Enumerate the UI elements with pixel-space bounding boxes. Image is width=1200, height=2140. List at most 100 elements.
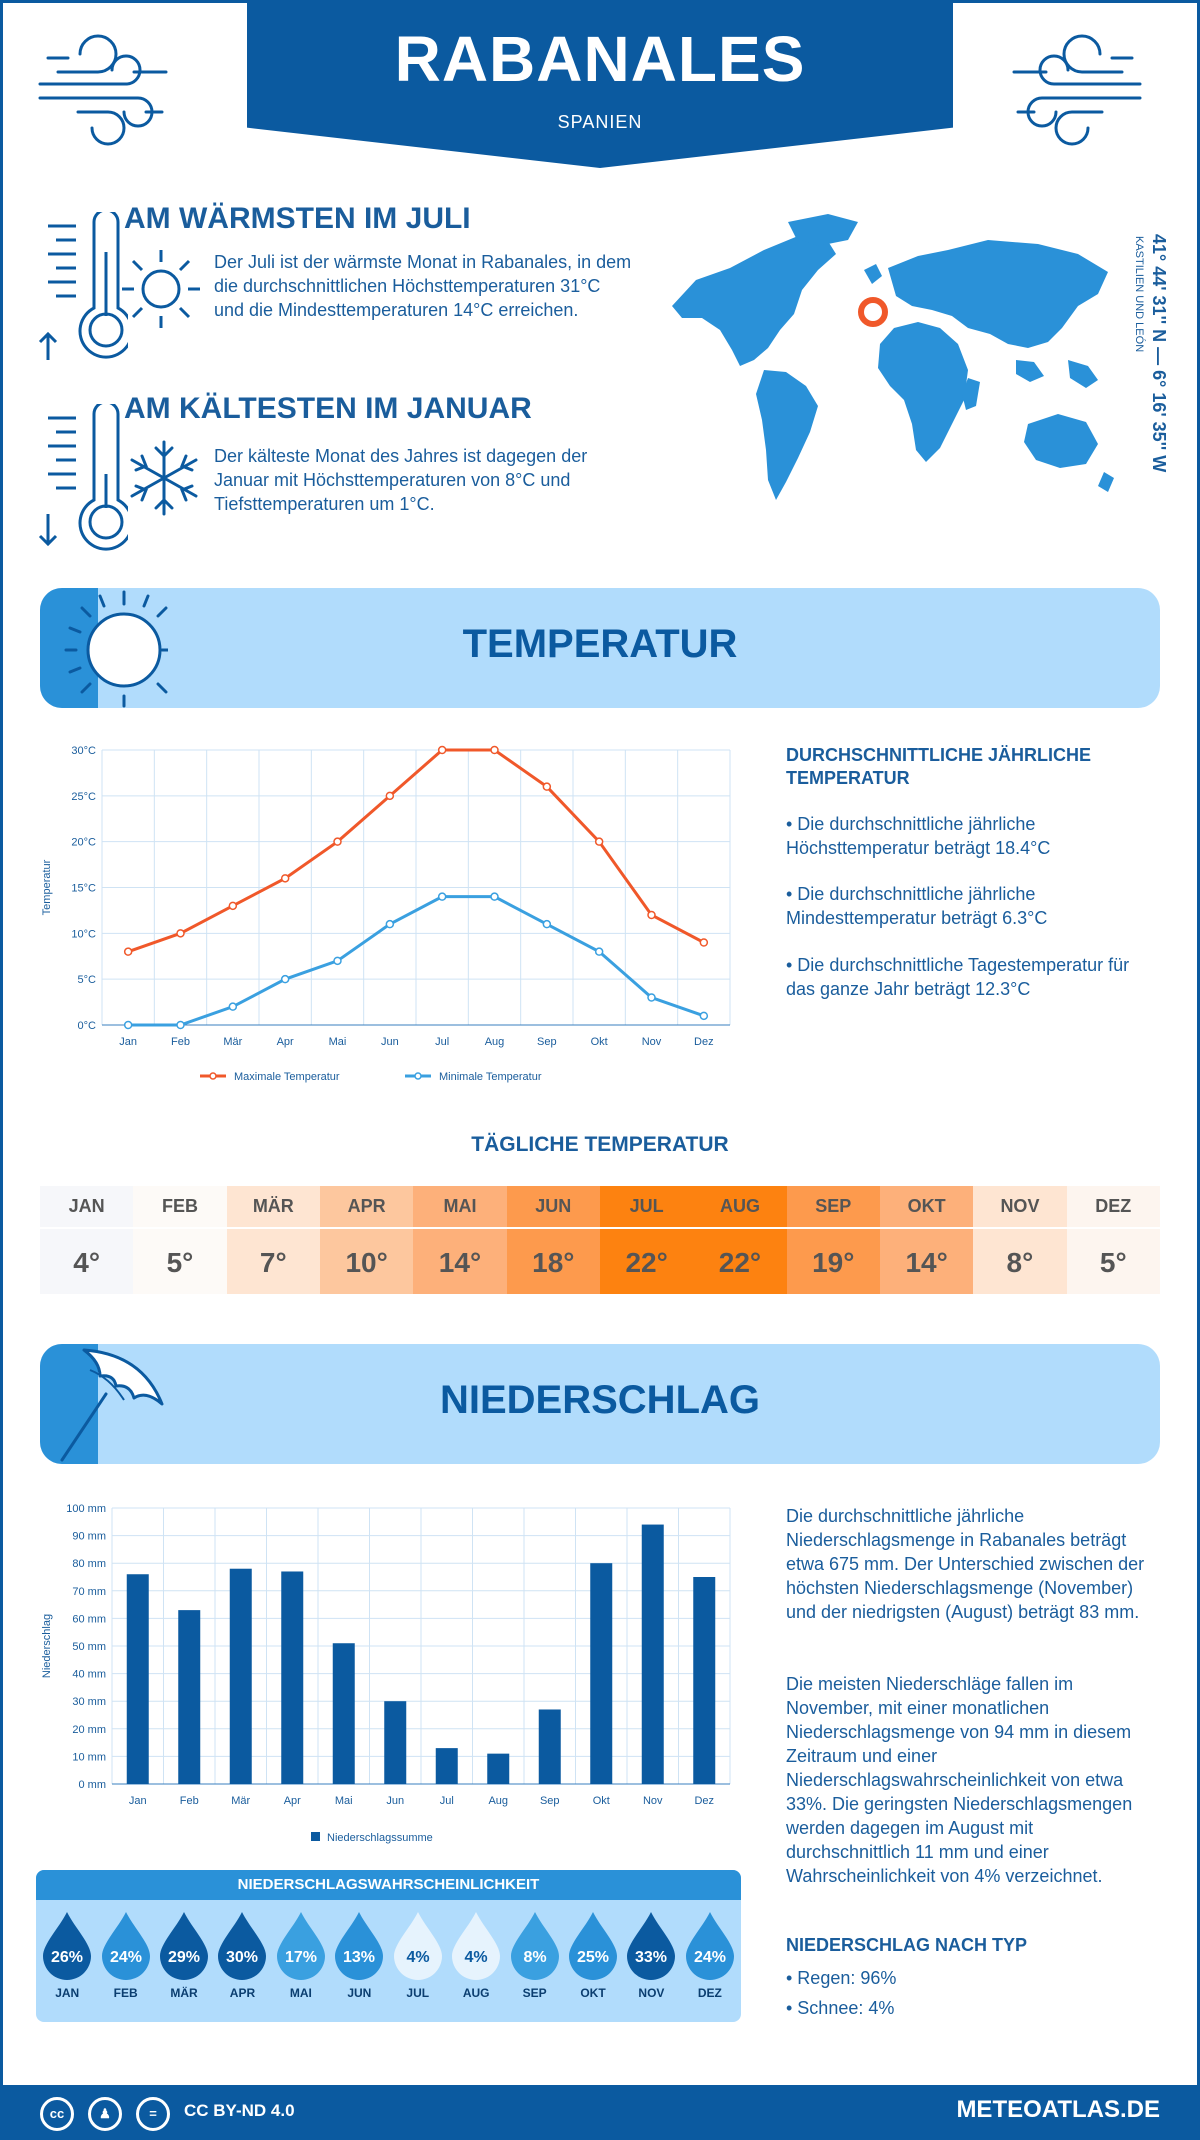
precipitation-bar bbox=[229, 1568, 252, 1784]
warmest-title: AM WÄRMSTEN IM JULI bbox=[124, 202, 471, 235]
data-point bbox=[385, 791, 395, 801]
daily-month-label: APR bbox=[347, 1196, 386, 1216]
daily-temperature-cell: FEB 5° bbox=[133, 1186, 227, 1294]
probability-item: 25% OKT bbox=[564, 1900, 622, 2000]
y-tick-label: 25°C bbox=[71, 791, 96, 803]
precipitation-bar bbox=[487, 1753, 510, 1784]
probability-item: 29% MÄR bbox=[155, 1900, 213, 2000]
data-point bbox=[228, 1002, 238, 1011]
probability-item: 24% DEZ bbox=[681, 1900, 739, 2000]
x-tick-label: Dez bbox=[694, 1036, 714, 1048]
daily-temperature-cell: AUG 22° bbox=[693, 1186, 787, 1296]
data-point bbox=[490, 892, 499, 901]
temperature-banner-title: TEMPERATUR bbox=[462, 622, 738, 666]
x-tick-label: Okt bbox=[593, 1795, 610, 1807]
x-tick-label: Okt bbox=[591, 1036, 608, 1048]
probability-item: 24% FEB bbox=[96, 1900, 154, 2000]
location-marker bbox=[858, 297, 888, 327]
daily-month-label: MAI bbox=[443, 1196, 477, 1216]
probability-item: 26% JAN bbox=[38, 1900, 96, 2000]
precipitation-bar bbox=[590, 1563, 613, 1784]
daily-temperature-cell: DEZ 5° bbox=[1066, 1186, 1160, 1296]
x-tick-label: Jul bbox=[435, 1036, 449, 1048]
probability-item: 30% APR bbox=[213, 1900, 271, 2000]
data-point bbox=[123, 947, 133, 956]
probability-month: JUL bbox=[406, 1986, 430, 2000]
probability-value: 24% bbox=[110, 1949, 142, 1966]
x-tick-label: Sep bbox=[540, 1795, 560, 1807]
data-point bbox=[542, 919, 552, 929]
x-tick-label: Mär bbox=[223, 1036, 242, 1048]
equals-icon: = bbox=[136, 2097, 170, 2131]
annual-mean-bullet: • Die durchschnittliche Tagestemperatur … bbox=[786, 955, 1130, 999]
probability-value: 26% bbox=[51, 1949, 83, 1966]
coldest-title: AM KÄLTESTEN IM JANUAR bbox=[124, 392, 532, 425]
y-tick-label: 80 mm bbox=[72, 1558, 106, 1570]
x-tick-label: Feb bbox=[171, 1036, 190, 1048]
brand-link[interactable]: METEOATLAS.DE bbox=[956, 2096, 1160, 2123]
sun-icon bbox=[122, 250, 200, 328]
x-tick-label: Mär bbox=[231, 1795, 250, 1807]
series-line bbox=[128, 895, 705, 1027]
daily-temperature-cell: JUL 22° bbox=[599, 1186, 694, 1296]
precipitation-banner-title: NIEDERSCHLAG bbox=[439, 1378, 761, 1422]
x-tick-label: Mai bbox=[335, 1795, 353, 1807]
data-point bbox=[437, 892, 447, 901]
x-tick-label: Sep bbox=[537, 1036, 557, 1048]
daily-temperature-value: 22° bbox=[599, 1227, 694, 1296]
data-point bbox=[647, 993, 656, 1002]
raindrop-icon: 26% bbox=[43, 1912, 92, 1980]
y-tick-label: 10 mm bbox=[72, 1751, 106, 1763]
probability-month: JAN bbox=[55, 1986, 80, 2000]
probability-value: 33% bbox=[635, 1949, 667, 1966]
data-point bbox=[280, 874, 290, 883]
data-point bbox=[594, 837, 604, 846]
data-point bbox=[699, 938, 709, 947]
raindrop-icon: 24% bbox=[101, 1912, 150, 1980]
data-point bbox=[228, 901, 238, 911]
daily-month-label: FEB bbox=[161, 1196, 198, 1216]
snow-share: • Schnee: 4% bbox=[786, 1998, 895, 2018]
y-tick-label: 15°C bbox=[71, 883, 96, 895]
data-point bbox=[594, 947, 604, 956]
daily-temperature-value: 22° bbox=[693, 1227, 787, 1296]
precipitation-bar bbox=[435, 1748, 458, 1784]
daily-month-label: OKT bbox=[907, 1196, 946, 1216]
data-point bbox=[647, 910, 656, 920]
legend-label: Niederschlagssumme bbox=[327, 1832, 433, 1844]
probability-value: 24% bbox=[694, 1949, 726, 1966]
data-point bbox=[280, 974, 290, 984]
y-tick-label: 100 mm bbox=[66, 1503, 106, 1515]
x-tick-label: Aug bbox=[488, 1795, 508, 1807]
y-tick-label: 20°C bbox=[71, 837, 96, 849]
daily-temperature-value: 18° bbox=[506, 1227, 600, 1296]
probability-month: AUG bbox=[462, 1986, 490, 2000]
probability-value: 13% bbox=[343, 1949, 375, 1966]
x-tick-label: Aug bbox=[485, 1036, 505, 1048]
precipitation-banner-accent bbox=[40, 1344, 98, 1464]
x-tick-label: Jan bbox=[129, 1795, 147, 1807]
y-tick-label: 50 mm bbox=[72, 1641, 106, 1653]
precipitation-details: Die meisten Niederschläge fallen im Nove… bbox=[786, 1674, 1133, 1886]
probability-value: 29% bbox=[168, 1949, 200, 1966]
footer bbox=[0, 2085, 1200, 2140]
probability-month: MAI bbox=[289, 1986, 312, 2000]
probability-item: 17% MAI bbox=[272, 1900, 330, 2000]
daily-temperature-value: 5° bbox=[1066, 1227, 1160, 1296]
x-tick-label: Jun bbox=[381, 1036, 399, 1048]
y-tick-label: 60 mm bbox=[72, 1613, 106, 1625]
daily-temperature-value: 10° bbox=[319, 1227, 414, 1296]
probability-item: 8% SEP bbox=[505, 1900, 563, 2000]
precipitation-bar bbox=[332, 1643, 355, 1784]
precipitation-chart: 0 mm 10 mm 20 mm 30 mm 40 mm 50 mm 60 mm 70 mm 8… bbox=[41, 1503, 731, 1844]
probability-item: 33% NOV bbox=[622, 1900, 680, 2000]
coldest-text: Der kälteste Monat des Jahres ist dagege… bbox=[214, 446, 588, 514]
annual-temperature-title: DURCHSCHNITTLICHE JÄHRLICHE TEMPERATUR bbox=[786, 745, 1091, 788]
daily-month-label: JAN bbox=[68, 1196, 105, 1216]
x-tick-label: Nov bbox=[643, 1795, 663, 1807]
y-tick-label: 0 mm bbox=[79, 1779, 107, 1791]
daily-month-label: MÄR bbox=[252, 1196, 294, 1216]
probability-value: 8% bbox=[523, 1949, 546, 1966]
x-tick-label: Apr bbox=[284, 1795, 301, 1807]
precipitation-bar bbox=[178, 1610, 201, 1784]
